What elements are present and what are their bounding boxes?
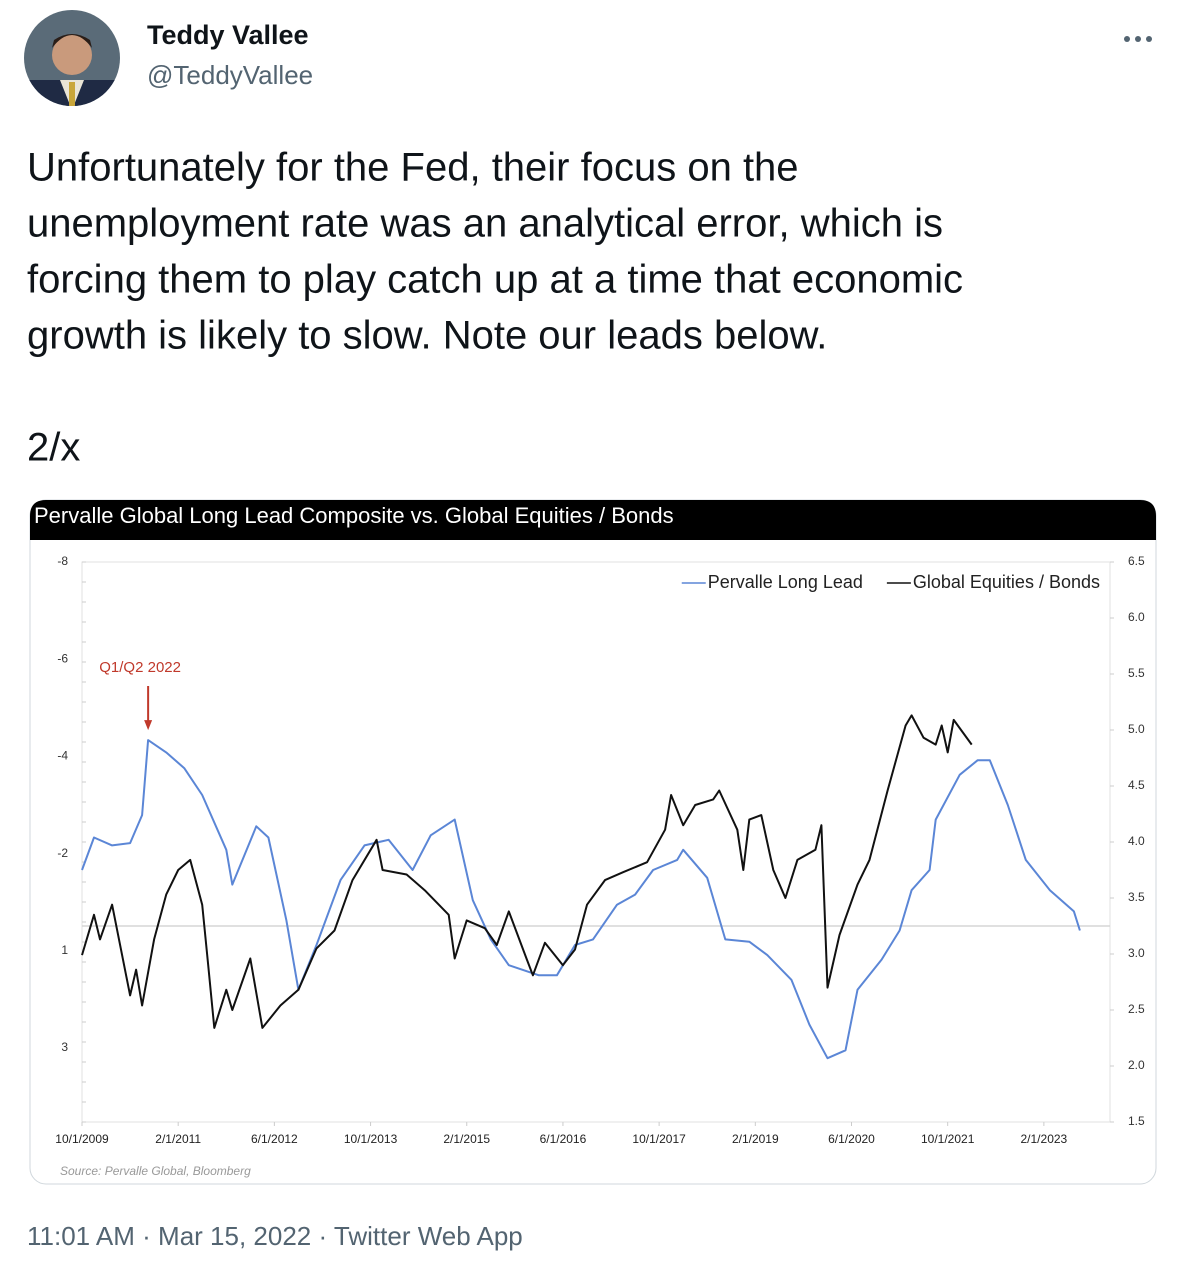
x-tick-label: 6/1/2012 xyxy=(251,1132,298,1146)
user-handle[interactable]: @TeddyVallee xyxy=(147,60,313,90)
tweet-text-line: unemployment rate was an analytical erro… xyxy=(27,202,943,246)
y-tick-label: 3.0 xyxy=(1128,946,1145,960)
thread-marker: 2/x xyxy=(27,426,80,470)
y-tick-label: 2.5 xyxy=(1128,1002,1145,1016)
x-tick-label: 6/1/2020 xyxy=(828,1132,875,1146)
tweet-text-line: growth is likely to slow. Note our leads… xyxy=(27,314,827,358)
x-tick-label: 2/1/2015 xyxy=(443,1132,490,1146)
user-name[interactable]: Teddy Vallee xyxy=(147,20,309,50)
legend-label: Global Equities / Bonds xyxy=(913,572,1100,592)
y-tick-label: 1.5 xyxy=(1128,1114,1145,1128)
y-left-tick-label: -8 xyxy=(57,554,68,568)
x-tick-label: 6/1/2016 xyxy=(540,1132,587,1146)
annotation-arrowhead xyxy=(144,720,153,731)
y-left-tick-label: -2 xyxy=(57,846,68,860)
y-tick-label: 4.0 xyxy=(1128,834,1145,848)
chart-image[interactable]: Pervalle Global Long Lead Composite vs. … xyxy=(29,499,1157,1185)
x-tick-label: 10/1/2021 xyxy=(921,1132,975,1146)
tweet-date[interactable]: Mar 15, 2022 xyxy=(158,1221,311,1251)
chart-frame xyxy=(29,499,1157,1185)
y-tick-label: 6.5 xyxy=(1128,554,1145,568)
y-left-tick-label: -4 xyxy=(57,749,68,763)
chart-header xyxy=(30,500,1156,540)
y-tick-label: 5.0 xyxy=(1128,722,1145,736)
series-line xyxy=(81,714,973,1029)
series-line xyxy=(81,739,1081,1060)
tweet-time[interactable]: 11:01 AM xyxy=(27,1221,135,1251)
y-tick-label: 6.0 xyxy=(1128,610,1145,624)
more-menu[interactable] xyxy=(1124,36,1152,42)
y-left-tick-label: 3 xyxy=(61,1040,68,1054)
tweet-source[interactable]: Twitter Web App xyxy=(334,1221,523,1251)
footer: 11:01 AM · Mar 15, 2022 · Twitter Web Ap… xyxy=(27,1221,523,1251)
y-tick-label: 2.0 xyxy=(1128,1058,1145,1072)
annotation: Q1/Q2 2022 xyxy=(99,659,181,676)
y-left-tick-label: -6 xyxy=(57,651,68,665)
x-tick-label: 10/1/2017 xyxy=(632,1132,686,1146)
x-tick-label: 10/1/2013 xyxy=(344,1132,398,1146)
y-left-tick-label: 1 xyxy=(61,943,68,957)
x-tick-label: 2/1/2023 xyxy=(1021,1132,1068,1146)
tweet-text-line: forcing them to play catch up at a time … xyxy=(27,258,963,302)
x-tick-label: 2/1/2019 xyxy=(732,1132,779,1146)
y-tick-label: 4.5 xyxy=(1128,778,1145,792)
avatar[interactable] xyxy=(20,10,130,120)
tweet-text-line: Unfortunately for the Fed, their focus o… xyxy=(27,146,799,190)
y-tick-label: 3.5 xyxy=(1128,890,1145,904)
x-tick-label: 2/1/2011 xyxy=(155,1132,201,1146)
source-note: Source: Pervalle Global, Bloomberg xyxy=(60,1164,251,1178)
legend-label: Pervalle Long Lead xyxy=(708,572,863,592)
x-tick-label: 10/1/2009 xyxy=(55,1132,109,1146)
y-tick-label: 5.5 xyxy=(1128,666,1145,680)
chart-title: Pervalle Global Long Lead Composite vs. … xyxy=(34,503,674,528)
